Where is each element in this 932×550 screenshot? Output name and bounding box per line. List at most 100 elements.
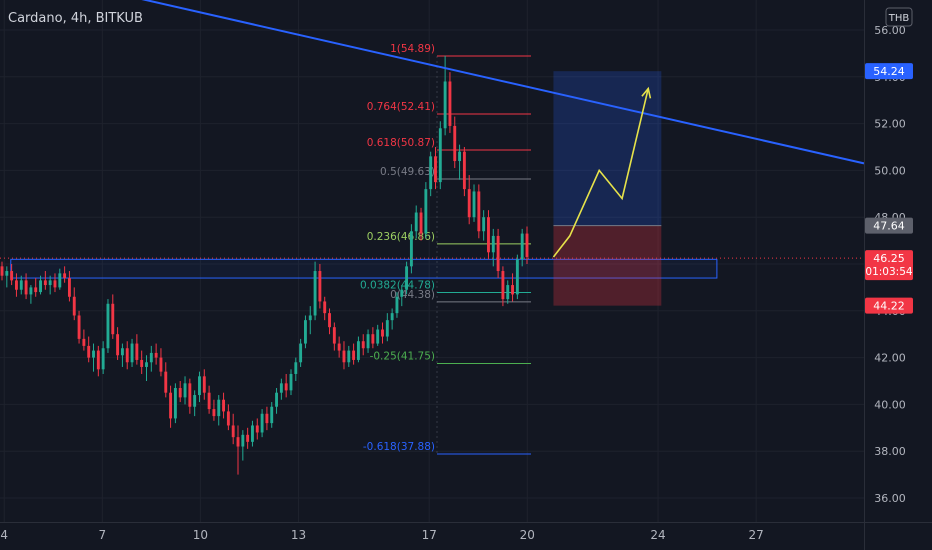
candle-body [246, 434, 250, 442]
candle-body [390, 313, 394, 321]
projection-path[interactable] [552, 86, 652, 258]
candle-body [279, 383, 283, 393]
trendline[interactable] [0, 0, 865, 165]
candle-body [332, 327, 336, 344]
candle-body [506, 285, 510, 300]
entry-price-label-text: 47.64 [873, 220, 905, 233]
target-price-label-text: 54.24 [873, 65, 905, 78]
candle-body [0, 266, 4, 276]
grid [0, 0, 864, 522]
candle-body [405, 266, 409, 290]
candle-body [385, 320, 389, 337]
candle-body [39, 280, 42, 293]
fib-level-label: 0.764(52.41) [367, 101, 435, 113]
price-tick-label: 42.00 [874, 352, 906, 365]
candle-body [251, 425, 254, 442]
fib-level-label: 0.618(50.87) [367, 137, 435, 149]
candle-body [130, 343, 134, 363]
price-tick-label: 40.00 [874, 398, 906, 411]
fib-level-label: 0.0382(44.78) [360, 280, 435, 292]
candle-body [328, 313, 331, 328]
candle-body [101, 348, 105, 370]
candle-body [496, 235, 500, 272]
candle-body [501, 271, 505, 300]
descending-trendline [141, 0, 865, 165]
candle-body [409, 231, 413, 267]
candle-body [419, 212, 423, 234]
candle-body [511, 285, 514, 295]
loss-zone [553, 225, 662, 306]
candle-body [82, 338, 86, 346]
currency-badge-label: THB [888, 13, 910, 24]
candle-body [356, 341, 360, 360]
candle-body [183, 383, 187, 398]
time-tick-label: 13 [291, 528, 306, 542]
candle-body [106, 303, 110, 349]
candle-body [323, 301, 327, 314]
long-position-tool[interactable] [553, 71, 662, 306]
candle-body [154, 352, 158, 358]
candle-body [424, 189, 428, 234]
candle-body [67, 278, 71, 297]
time-tick-label: 27 [748, 528, 763, 542]
candle-body [303, 320, 307, 344]
candle-body [453, 125, 457, 162]
candle-body [472, 191, 476, 218]
candle-body [467, 189, 471, 218]
candle-body [29, 287, 33, 295]
fib-level-label: 0.5(49.63) [380, 166, 435, 178]
candle-body [265, 413, 269, 424]
price-tick-label: 52.00 [874, 118, 906, 131]
candle-body [164, 371, 168, 393]
support-zone-rect [10, 258, 718, 279]
candle-body [434, 156, 437, 183]
candle-body [260, 413, 264, 433]
candle-body [342, 350, 346, 363]
candle-body [255, 425, 259, 433]
candle-body [10, 271, 14, 281]
currency-badge[interactable]: THB [885, 7, 913, 27]
candle-body [15, 280, 18, 290]
stop-price-label-text: 44.22 [873, 300, 905, 313]
candle-body [63, 273, 67, 279]
candle-body [462, 151, 466, 190]
candle-body [361, 341, 365, 349]
candle-body [414, 212, 418, 232]
stop-price-label-bg [865, 297, 913, 314]
price-tick-label: 50.00 [874, 164, 906, 177]
fib-level-label: -0.25(41.75) [370, 350, 435, 362]
candle-body [135, 343, 139, 360]
candle-body [140, 359, 144, 367]
candle-body [241, 434, 245, 447]
time-axis[interactable]: 4 7 10 13 17 20 24 27 [0, 522, 932, 543]
candle-body [400, 289, 404, 297]
candle-body [207, 392, 211, 410]
fib-level-label: 1(54.89) [390, 43, 435, 55]
candle-body [448, 81, 452, 126]
candle-body [226, 411, 230, 426]
candle-body [111, 303, 115, 335]
candlestick-series [0, 55, 529, 475]
candle-body [53, 280, 57, 288]
current-price-label-text: 46.25 [873, 252, 905, 265]
candle-body [231, 425, 235, 438]
fib-level-label: -0.618(37.88) [363, 441, 435, 453]
candle-body [125, 348, 129, 363]
fib-level-label: 0.236(46.86) [367, 231, 435, 243]
candle-body [525, 233, 529, 257]
candle-body [477, 191, 481, 232]
candle-body [371, 334, 375, 344]
candle-body [318, 271, 322, 302]
candle-body [116, 334, 120, 356]
candle-body [198, 376, 201, 396]
profit-zone [553, 71, 662, 226]
candle-body [178, 388, 182, 398]
candle-body [366, 334, 370, 349]
time-tick-label: 17 [422, 528, 437, 542]
symbol-title: Cardano, 4h, BITKUB [8, 11, 143, 26]
candle-body [87, 345, 91, 358]
fibonacci-retracement[interactable]: 1(54.89) 0.764(52.41) 0.618(50.87) 0.5(49.6… [360, 43, 531, 455]
support-zone [10, 258, 718, 279]
